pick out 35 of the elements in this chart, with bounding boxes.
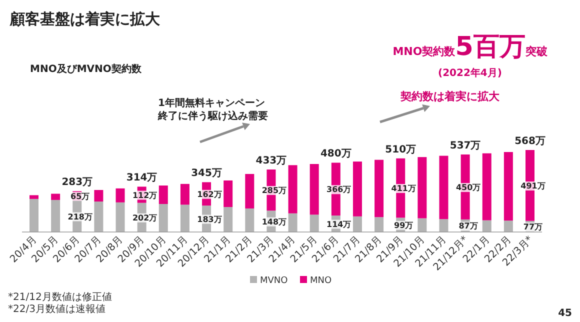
label: 411万 [390,184,417,194]
total-label: 480万 [320,148,352,160]
total-label: 314万 [126,172,158,184]
total-label: 283万 [62,177,93,188]
label: 218万 [66,212,94,222]
legend-label: MNO [310,276,332,286]
chart-title: 顧客基盤は着実に拡大 [9,10,161,28]
label: 202万 [131,213,158,222]
legend-label: MVNO [260,276,288,286]
label: 99万 [393,220,414,230]
label: 65万 [70,192,91,201]
label: 112万 [131,190,158,200]
total-label: 345万 [191,168,222,180]
total-label: 433万 [256,155,287,166]
label: 114万 [326,220,352,229]
text: 1年間無料キャンペーン [158,97,265,109]
label: 366万 [326,185,352,194]
text: (2022年4月) [438,67,502,79]
label: 77万 [522,222,544,232]
text: 契約数は着実に拡大 [400,90,500,103]
text: *21/12月数値は修正値 *22/3月数値は速報値 [8,291,112,315]
label: 491万 [520,181,546,190]
chart-subtitle: MNO及びMVNO契約数 [30,63,142,75]
label: 450万 [454,182,482,192]
total-label: 537万 [450,140,481,152]
total-label: 510万 [385,144,416,156]
text: MNO契約数5百万突破 [392,32,548,62]
text: 45 [558,308,572,319]
label: 87万 [458,222,479,231]
label: 285万 [260,186,288,196]
label: 148万 [260,217,288,226]
total-label: 568万 [514,136,546,147]
label: 162万 [196,190,223,199]
label: 183万 [196,214,223,224]
text: 終了に伴う駆け込み需要 [157,110,268,122]
